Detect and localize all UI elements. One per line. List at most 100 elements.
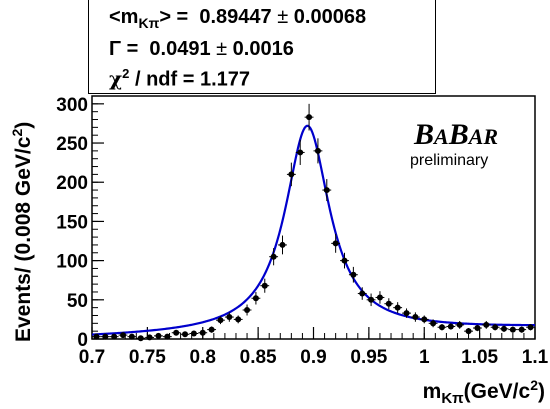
data-point [224,312,234,322]
data-point [481,320,491,329]
mean-label: <m [109,6,139,28]
width-pm: ± [216,38,228,60]
data-point [136,335,146,342]
x-axis-label: mKπ(GeV/c2) [423,377,545,407]
mean-value: 0.89447 [199,6,272,28]
point-marker [102,333,109,340]
data-point [366,293,376,307]
data-point [517,326,527,333]
x-axis-label-sub: Kπ [441,390,464,407]
data-point [331,233,341,253]
x-axis-label-close: ) [538,380,545,403]
data-point [313,138,323,164]
data-point [357,287,367,300]
data-point [437,324,447,331]
point-marker [137,335,144,342]
y-axis-label-main: Events/ (0.008 GeV/c [12,136,35,342]
point-marker [438,324,445,331]
data-point [384,298,394,310]
point-marker [297,149,304,156]
data-point [154,332,163,339]
data-point [260,278,270,293]
data-point [375,291,385,304]
data-point [526,324,535,331]
point-marker [252,295,259,302]
point-marker [128,333,135,340]
data-point [269,248,279,266]
point-marker [314,147,321,154]
y-axis-label: Events/ (0.008 GeV/c2) [9,122,35,342]
y-tick-label: 200 [56,173,88,194]
mean-subscript: Kπ [138,15,160,31]
data-point [508,326,518,333]
point-marker [93,333,100,340]
x-tick-label: 1 [419,347,430,368]
point-marker [430,320,437,327]
data-point [189,330,199,337]
point-marker [173,329,180,336]
point-marker [412,314,419,321]
point-marker [244,306,251,313]
x-tick-label: 0.8 [190,347,216,368]
y-axis-label-sup: 2 [9,129,25,137]
data-point [295,139,305,165]
x-tick-label: 1.05 [461,347,498,368]
data-point [402,308,411,318]
data-point [455,320,465,329]
preliminary-label: preliminary [410,152,489,169]
point-marker [385,300,392,307]
mean-line: <mKπ> = 0.89447 ± 0.00068 [109,6,366,31]
babar-logo-b2: B [448,118,469,151]
point-marker [146,334,153,341]
data-point [171,329,181,336]
point-marker [368,296,375,303]
y-tick-label: 300 [56,95,88,116]
babar-logo-r: R [483,124,499,149]
data-point [109,333,119,340]
point-marker [332,240,339,247]
data-point [446,323,456,330]
data-point [162,333,172,340]
x-tick-label: 0.7 [79,347,105,368]
width-value: 0.0491 [149,38,211,60]
point-marker [456,321,463,328]
data-point [286,162,296,187]
mean-pm: ± [277,6,289,28]
y-tick-label: 100 [56,252,88,273]
point-marker [217,317,224,324]
data-point [340,252,349,269]
point-marker [518,326,525,333]
point-marker [235,316,242,323]
data-point [251,291,261,305]
point-marker [155,332,162,339]
y-tick-label: 150 [56,212,88,233]
data-point [278,235,287,255]
data-point [348,266,358,283]
x-tick-label: 0.9 [300,347,326,368]
data-point [393,302,403,314]
data-points-group [92,103,535,342]
data-point [198,329,208,336]
width-label: Γ = [109,38,139,60]
x-tick-label: 0.95 [350,347,387,368]
point-marker [261,282,268,289]
point-marker [509,326,516,333]
data-point [180,331,190,338]
point-marker [270,253,277,260]
width-error: 0.0016 [232,38,294,60]
point-marker [120,332,127,339]
point-marker [376,294,383,301]
x-axis-label-unit: (GeV/c [464,380,531,403]
width-line: Γ = 0.0491 ± 0.0016 [109,38,294,61]
y-axis-label-close: ) [12,122,35,129]
data-point [127,333,137,340]
data-point [233,315,243,324]
fit-statistics-box: <mKπ> = 0.89447 ± 0.00068 Γ = 0.0491 ± 0… [88,0,436,94]
data-point [464,328,473,335]
point-marker [421,316,428,323]
point-marker [483,321,490,328]
point-marker [226,314,233,321]
point-marker [394,304,401,311]
babar-logo-a2: A [468,124,484,149]
